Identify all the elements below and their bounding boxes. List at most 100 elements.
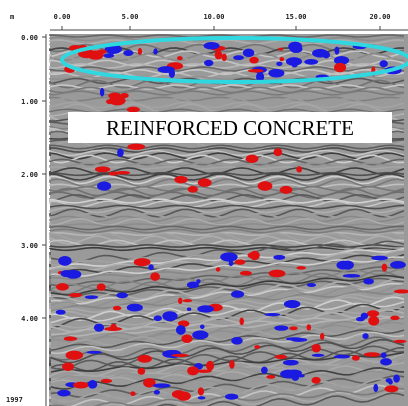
anomaly xyxy=(153,48,158,55)
top-tick-label: 5.00 xyxy=(122,13,139,21)
reflection-band xyxy=(49,200,405,208)
reflection-band xyxy=(49,147,405,153)
anomaly xyxy=(362,333,369,340)
anomaly xyxy=(274,325,289,331)
anomaly xyxy=(137,354,152,363)
anomaly xyxy=(334,354,351,359)
anomaly xyxy=(137,47,143,55)
reflection-band xyxy=(49,173,405,181)
left-tick-label: 1.00 xyxy=(21,98,38,106)
anomaly xyxy=(68,292,83,298)
anomaly xyxy=(268,68,285,78)
anomaly xyxy=(73,381,89,389)
anomaly xyxy=(186,281,199,289)
anomaly xyxy=(87,380,98,389)
anomaly xyxy=(96,283,106,291)
top-tick-label: 15.00 xyxy=(285,13,306,21)
reflection-band xyxy=(49,97,405,107)
anomaly xyxy=(360,312,369,320)
anomaly xyxy=(393,374,400,383)
anomaly xyxy=(192,330,209,340)
reflection-band xyxy=(49,375,405,399)
top-tick-label: 10.00 xyxy=(203,13,224,21)
reflection-band xyxy=(49,215,405,223)
reflection-band xyxy=(49,277,405,300)
anomaly xyxy=(123,49,134,56)
left-tick-label: 2.00 xyxy=(21,171,38,179)
anomaly xyxy=(311,353,325,357)
anomaly xyxy=(280,369,297,379)
anomaly xyxy=(108,95,126,106)
reflection-band xyxy=(49,307,405,329)
anomaly xyxy=(380,352,387,359)
top-tick-label: 0.00 xyxy=(54,13,71,21)
reflection-band xyxy=(49,154,405,164)
anomaly xyxy=(162,311,178,322)
anomaly xyxy=(385,378,393,383)
anomaly xyxy=(351,355,360,361)
anomaly xyxy=(381,263,388,272)
reflection-band xyxy=(49,84,405,90)
reflection-band xyxy=(49,256,405,277)
anomaly xyxy=(87,50,104,60)
left-tick-label: 0.00 xyxy=(21,34,38,42)
anomaly xyxy=(268,269,286,278)
anomaly xyxy=(206,360,215,371)
anomaly xyxy=(174,175,188,184)
anomaly xyxy=(239,317,244,326)
anomaly xyxy=(196,369,212,373)
anomaly xyxy=(63,336,78,341)
anomaly xyxy=(311,376,321,384)
reflection-band xyxy=(49,278,405,303)
left-tick-label: 3.00 xyxy=(21,242,38,250)
anomaly xyxy=(196,279,201,284)
anomaly xyxy=(363,278,374,285)
anomaly xyxy=(171,390,186,399)
anomaly xyxy=(62,362,74,371)
anomaly xyxy=(197,178,212,187)
anomaly xyxy=(65,350,84,360)
anomaly xyxy=(60,283,66,290)
reflection-band xyxy=(49,329,405,352)
reflection-band xyxy=(49,387,405,406)
reflection-band xyxy=(49,39,405,45)
reflection-band xyxy=(49,101,405,109)
anomaly xyxy=(249,250,260,261)
anomaly xyxy=(133,258,151,267)
anomaly xyxy=(256,71,265,82)
anomaly xyxy=(266,374,276,379)
reflection-band xyxy=(49,171,405,177)
reflection-band xyxy=(49,347,405,372)
anomaly xyxy=(57,389,71,397)
anomaly xyxy=(247,68,264,73)
anomaly xyxy=(186,307,192,311)
reflection-band xyxy=(49,301,405,324)
anomaly xyxy=(143,378,156,388)
reflection-band xyxy=(49,144,405,150)
anomaly xyxy=(379,60,388,68)
anomaly xyxy=(153,383,171,388)
reflection-band xyxy=(49,34,405,38)
anomaly xyxy=(296,266,307,270)
anomaly xyxy=(288,41,303,52)
anomaly xyxy=(393,339,407,344)
anomaly xyxy=(334,46,340,55)
anomaly xyxy=(368,316,380,326)
reflection-band xyxy=(49,198,405,204)
anomaly xyxy=(214,50,223,60)
anomaly xyxy=(261,366,268,374)
reflection-band xyxy=(49,90,405,96)
anomaly xyxy=(274,354,288,359)
anomaly xyxy=(283,300,301,309)
anomaly xyxy=(336,260,351,270)
reflection-band xyxy=(49,206,405,214)
reflection-band xyxy=(49,79,405,89)
reflection-band xyxy=(49,284,405,309)
anomaly xyxy=(197,387,205,396)
reflection-band xyxy=(49,235,405,245)
anomaly xyxy=(94,166,111,173)
reflection-band xyxy=(49,367,405,390)
anomaly xyxy=(296,166,303,173)
reflection-band xyxy=(49,291,405,315)
